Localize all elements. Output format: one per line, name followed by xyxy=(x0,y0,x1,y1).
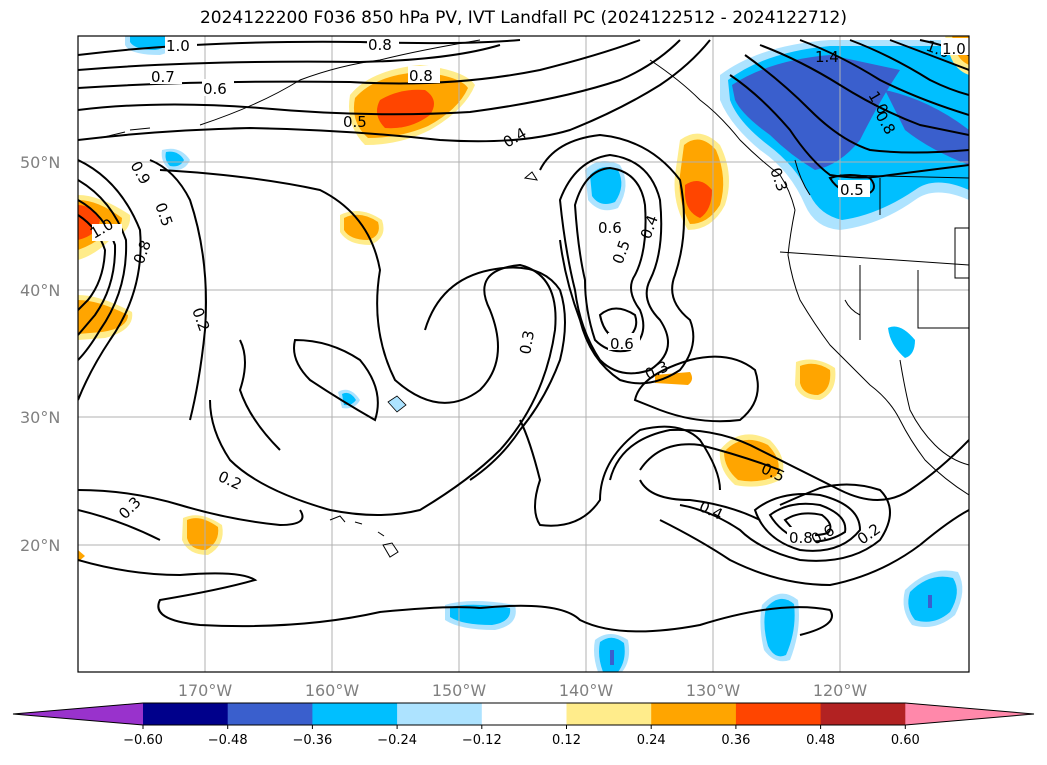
contour-label: 0.5 xyxy=(343,113,367,131)
colorbar-tick-label: 0.12 xyxy=(552,733,581,748)
contour-label: 1.0 xyxy=(942,40,966,58)
contour-label: 1.4 xyxy=(815,48,839,66)
colorbar-segment xyxy=(312,703,398,725)
colorbar-tick-label: −0.48 xyxy=(208,733,248,748)
lon-tick: 160°W xyxy=(305,681,360,700)
contour-label: 0.5 xyxy=(609,238,634,267)
lat-tick: 50°N xyxy=(20,153,60,172)
colorbar-tick-label: −0.24 xyxy=(377,733,417,748)
colorbar-extend-max xyxy=(905,703,1034,725)
contour-label: 0.3 xyxy=(516,329,538,356)
contour-label: 0.6 xyxy=(610,335,634,353)
colorbar-tick-label: −0.60 xyxy=(123,733,163,748)
colorbar-tick-label: 0.24 xyxy=(637,733,666,748)
colorbar: −0.60 −0.48 −0.36 −0.24 −0.12 0.12 0.24 0.36 0.4… xyxy=(12,702,1035,748)
contour-label: 0.8 xyxy=(368,36,392,54)
colorbar-tick-label: −0.12 xyxy=(462,733,502,748)
contour-label: 0.6 xyxy=(598,219,622,237)
colorbar-segment xyxy=(227,703,313,725)
lon-tick: 170°W xyxy=(178,681,233,700)
lat-tick: 40°N xyxy=(20,281,60,300)
lon-tick: 130°W xyxy=(686,681,741,700)
contour-label: 0.5 xyxy=(151,200,176,229)
colorbar-tick-label: 0.48 xyxy=(806,733,835,748)
lat-tick: 20°N xyxy=(20,536,60,555)
shaded-regions xyxy=(78,36,969,672)
latitude-labels: 50°N 40°N 30°N 20°N xyxy=(20,153,60,555)
lon-tick: 140°W xyxy=(559,681,614,700)
map-title: 2024122200 F036 850 hPa PV, IVT Landfall… xyxy=(199,8,847,28)
map-frame xyxy=(77,35,970,673)
colorbar-segment xyxy=(651,703,737,725)
colorbar-tick-label: 0.36 xyxy=(721,733,750,748)
contour-label: 1.0 xyxy=(166,37,190,55)
lat-tick: 30°N xyxy=(20,408,60,427)
colorbar-segment xyxy=(735,703,822,725)
contour-label: 0.6 xyxy=(203,80,227,98)
lon-tick: 120°W xyxy=(813,681,868,700)
contour-label: 0.2 xyxy=(215,467,244,493)
contour-label: 0.4 xyxy=(500,124,530,152)
contour-label: 0.8 xyxy=(130,238,155,267)
contour-label: 0.4 xyxy=(637,213,662,242)
colorbar-segment xyxy=(481,703,567,725)
colorbar-tick-label: −0.36 xyxy=(292,733,332,748)
longitude-labels: 170°W 160°W 150°W 140°W 130°W 120°W xyxy=(178,681,868,700)
contour-label: 0.7 xyxy=(151,68,175,86)
colorbar-segment xyxy=(820,703,906,725)
colorbar-extend-min xyxy=(13,703,143,725)
contour-label: 0.5 xyxy=(840,181,864,199)
contour-label: 0.3 xyxy=(115,493,145,523)
colorbar-segment xyxy=(143,703,229,725)
colorbar-tick-label: 0.60 xyxy=(891,733,920,748)
colorbar-segment xyxy=(566,703,652,725)
contour-label: 0.2 xyxy=(188,305,213,334)
lon-tick: 150°W xyxy=(432,681,487,700)
contour-label: 0.8 xyxy=(789,529,813,547)
contour-label: 0.8 xyxy=(409,67,433,85)
contour-lines xyxy=(78,39,969,636)
colorbar-segment xyxy=(397,703,483,725)
